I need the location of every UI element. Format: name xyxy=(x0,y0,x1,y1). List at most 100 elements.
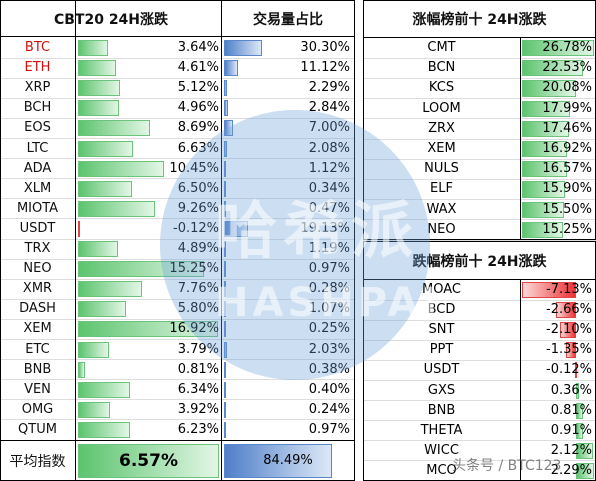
volume-bar xyxy=(224,421,226,438)
change-value: 3.79% xyxy=(177,341,219,357)
change-bar xyxy=(556,302,577,319)
header: CBT20 24H涨跌 xyxy=(0,0,222,37)
row-line xyxy=(0,359,355,361)
change-bar xyxy=(78,160,165,177)
change-bar xyxy=(78,321,218,338)
change-bar xyxy=(78,120,150,137)
change-bar xyxy=(576,422,584,439)
change-bar xyxy=(522,201,564,218)
change-bar xyxy=(574,362,577,379)
volume-value: 0.97% xyxy=(308,261,350,277)
footer-volume-bar xyxy=(224,444,333,478)
change-bar xyxy=(522,40,594,57)
change-value: 0.81% xyxy=(177,361,219,377)
coin-name: ELF xyxy=(430,181,453,197)
row-line xyxy=(0,77,355,79)
volume-bar xyxy=(224,401,226,418)
change-value: 26.78% xyxy=(542,40,592,55)
volume-value: 0.47% xyxy=(308,200,350,216)
coin-name: GXS xyxy=(427,382,456,398)
volume-value: 7.00% xyxy=(308,120,350,136)
change-bar xyxy=(78,180,132,197)
volume-value: 0.28% xyxy=(308,281,350,297)
coin-name: XEM xyxy=(23,321,52,337)
row-line xyxy=(363,420,596,422)
watermark-brand-en: HASHPAI xyxy=(215,280,442,326)
coin-name: SNT xyxy=(428,322,455,338)
change-bar xyxy=(576,382,580,399)
row-line xyxy=(363,77,596,79)
change-value: 17.46% xyxy=(542,120,592,136)
coin-name: BCN xyxy=(427,60,456,76)
row-line xyxy=(363,98,596,100)
footer-volume: 84.49% xyxy=(263,453,313,468)
change-bar xyxy=(78,361,85,378)
row-line xyxy=(0,379,355,381)
change-bar xyxy=(78,421,130,438)
coin-name: NEO xyxy=(427,221,456,237)
change-value: 16.92% xyxy=(542,141,592,156)
volume-value: 1.12% xyxy=(308,160,350,176)
volume-bar xyxy=(224,120,233,137)
coin-name: THETA xyxy=(420,422,463,438)
coin-name: DASH xyxy=(19,301,56,317)
change-value: 6.63% xyxy=(177,140,219,156)
coin-name: BNB xyxy=(427,402,456,418)
row-line xyxy=(363,359,596,361)
change-bar xyxy=(522,80,576,97)
change-value: -0.12% xyxy=(173,220,219,236)
change-value: 3.64% xyxy=(177,40,219,55)
change-value: -7.13% xyxy=(546,282,592,297)
coin-name: BNB xyxy=(23,361,52,377)
coin-name: CMT xyxy=(427,40,456,55)
volume-bar xyxy=(224,200,226,217)
change-value: 17.99% xyxy=(542,100,592,116)
change-value: 10.45% xyxy=(169,160,219,176)
coin-name: EOS xyxy=(24,120,51,136)
change-value: 0.36% xyxy=(550,382,592,398)
row-line xyxy=(0,97,355,99)
row-line xyxy=(0,158,355,160)
change-value: 5.12% xyxy=(177,80,219,96)
coin-name: QTUM xyxy=(18,421,57,437)
change-value: 2.12% xyxy=(550,442,592,458)
change-value: 2.29% xyxy=(550,462,592,478)
row-line xyxy=(363,400,596,402)
coin-name: ETC xyxy=(25,341,50,357)
change-bar xyxy=(576,462,594,479)
coin-name: ZRX xyxy=(428,120,455,136)
row-line xyxy=(363,138,596,140)
volume-bar xyxy=(224,321,226,338)
coin-name: PPT xyxy=(429,342,454,358)
volume-value: 2.29% xyxy=(308,80,350,96)
change-value: 7.76% xyxy=(177,281,219,297)
change-bar xyxy=(78,301,126,318)
volume-bar xyxy=(224,241,226,258)
coin-name: OMG xyxy=(21,401,54,417)
change-value: 6.50% xyxy=(177,180,219,196)
change-value: 16.92% xyxy=(169,321,219,337)
change-value: 5.80% xyxy=(177,301,219,317)
coin-name: MOAC xyxy=(422,282,461,297)
change-bar xyxy=(522,60,583,77)
coin-name: WAX xyxy=(426,201,457,217)
header: 交易量占比 xyxy=(221,0,355,37)
volume-bar xyxy=(224,160,226,177)
coin-name: USDT xyxy=(19,220,56,236)
row-line xyxy=(363,57,596,59)
change-bar xyxy=(78,341,110,358)
volume-bar xyxy=(224,381,226,398)
volume-bar xyxy=(224,301,226,318)
volume-bar xyxy=(224,100,228,117)
coin-name: BCD xyxy=(427,302,456,318)
volume-bar xyxy=(224,341,227,358)
row-line xyxy=(363,339,596,341)
change-bar xyxy=(78,281,143,298)
coin-name: ETH xyxy=(24,60,51,76)
coin-name: LOOM xyxy=(422,100,461,116)
coin-name: TRX xyxy=(24,241,51,256)
coin-name: MCO xyxy=(426,462,457,478)
coin-name: BTC xyxy=(24,40,51,55)
row-line xyxy=(363,158,596,160)
